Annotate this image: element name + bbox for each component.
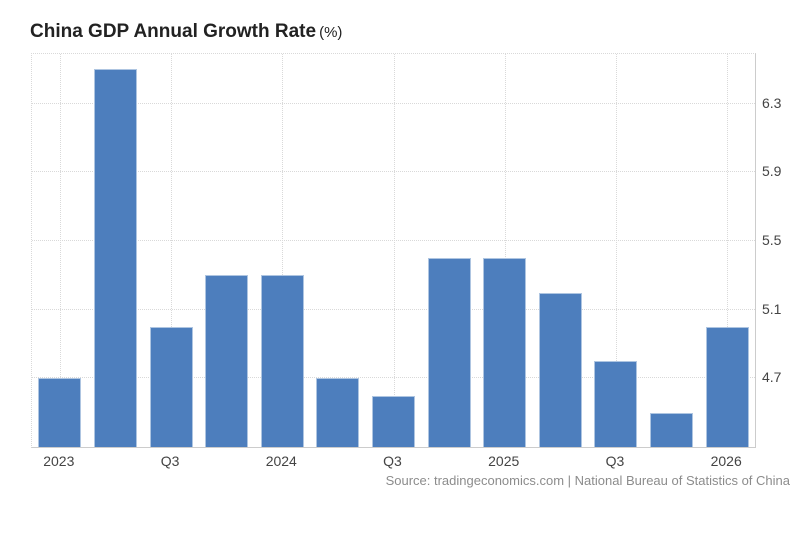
bar-8[interactable] bbox=[427, 258, 471, 447]
bar-9[interactable] bbox=[483, 258, 527, 447]
y-axis-tick-label: 5.5 bbox=[762, 232, 782, 249]
chart-title-text: China GDP Annual Growth Rate bbox=[30, 21, 317, 42]
x-axis-tick-label: Q3 bbox=[605, 453, 625, 469]
y-axis-tick-label: 4.7 bbox=[762, 369, 782, 386]
bar-7[interactable] bbox=[372, 395, 415, 447]
y-axis-tick-label: 5.1 bbox=[762, 300, 782, 317]
bar-11[interactable] bbox=[594, 361, 638, 447]
x-axis-tick-label: 2023 bbox=[43, 453, 75, 469]
chart-title: China GDP Annual Growth Rate (%) bbox=[30, 21, 342, 43]
bar-1[interactable] bbox=[38, 378, 82, 447]
x-axis-tick-label: 2025 bbox=[488, 453, 520, 469]
y-axis: 4.7 5.1 5.5 5.9 6.3 bbox=[754, 53, 800, 446]
bar-12[interactable] bbox=[650, 412, 694, 447]
plot-area bbox=[31, 53, 756, 448]
x-axis-tick-label: 2026 bbox=[710, 453, 742, 469]
v-gridline bbox=[727, 54, 729, 447]
x-axis-tick-label: Q3 bbox=[383, 453, 402, 469]
bar-13[interactable] bbox=[705, 326, 749, 447]
x-axis-tick-label: 2024 bbox=[265, 453, 297, 469]
bar-5[interactable] bbox=[260, 275, 304, 447]
y-axis-tick-label: 5.9 bbox=[762, 163, 782, 180]
v-gridline bbox=[59, 54, 61, 447]
source-attribution: Source: tradingeconomics.com | National … bbox=[385, 473, 790, 488]
chart-title-unit: (%) bbox=[319, 24, 343, 41]
v-gridline bbox=[393, 54, 395, 447]
x-axis-tick-label: Q3 bbox=[160, 453, 180, 469]
v-gridline bbox=[504, 54, 506, 447]
bar-6[interactable] bbox=[316, 378, 360, 447]
v-gridline bbox=[615, 54, 617, 447]
v-gridline bbox=[282, 54, 284, 447]
x-axis: 2023 Q3 2024 Q3 2025 Q3 2026 bbox=[31, 451, 754, 471]
y-axis-tick-label: 6.3 bbox=[762, 94, 782, 111]
bar-4[interactable] bbox=[205, 275, 249, 447]
bar-10[interactable] bbox=[538, 292, 582, 447]
v-gridline bbox=[171, 54, 173, 447]
bar-3[interactable] bbox=[149, 326, 193, 447]
bar-2[interactable] bbox=[93, 69, 137, 447]
